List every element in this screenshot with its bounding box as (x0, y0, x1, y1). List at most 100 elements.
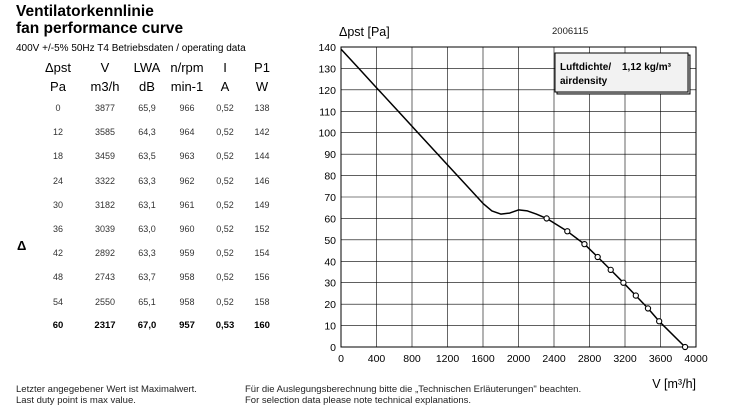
table-cell: 152 (254, 224, 270, 235)
unit-speed: min-1 (170, 78, 204, 94)
table-cell: 3585 (94, 127, 116, 138)
table-cell: 146 (254, 175, 270, 186)
table-cell: 30 (52, 199, 63, 210)
table-cell: 36 (52, 224, 63, 235)
table-row: 18 3459 63,5 963 0,52 144 (34, 144, 282, 168)
y-tick-label: 10 (324, 321, 336, 333)
y-axis-label: Δpst [Pa] (339, 25, 390, 39)
y-tick-label: 70 (324, 192, 336, 204)
table-cell: 963 (179, 151, 195, 162)
table-cell: 48 (52, 272, 63, 283)
table-cell: 960 (179, 224, 195, 235)
unit-pressure: Pa (50, 78, 66, 94)
y-tick-label: 120 (318, 85, 336, 97)
footer-right-line2: For selection data please note technical… (245, 395, 472, 406)
unit-sound-power: dB (139, 78, 155, 94)
table-row: 12 3585 64,3 964 0,52 142 (34, 120, 282, 144)
footer-left-line2: Last duty point is max value. (16, 395, 136, 406)
table-cell: 158 (254, 296, 270, 307)
x-tick-label: 3200 (613, 353, 637, 365)
table-cell: 964 (179, 127, 195, 138)
table-row: 24 3322 63,3 962 0,52 146 (34, 169, 282, 193)
y-tick-label: 0 (330, 342, 336, 354)
footer-left-line1: Letzter angegebener Wert ist Maximalwert… (16, 384, 197, 395)
y-tick-label: 140 (318, 42, 336, 54)
table-cell: 144 (254, 151, 270, 162)
operating-point (656, 318, 663, 325)
table-cell: 154 (254, 248, 270, 259)
table-cell: 0,52 (216, 127, 234, 138)
x-tick-label: 1200 (436, 353, 460, 365)
table-cell: 0,52 (216, 296, 234, 307)
legend-density-label: Luftdichte/ (560, 62, 611, 73)
table-row: 54 2550 65,1 958 0,52 158 (34, 290, 282, 314)
operating-point (543, 215, 550, 222)
table-cell: 962 (179, 175, 195, 186)
header-sound-power: LWA (133, 59, 161, 75)
footer-note-right: Für die Auslegungsberechnung bitte die „… (245, 384, 581, 406)
title-german: Ventilatorkennlinie (16, 3, 154, 20)
unit-current: A (220, 78, 230, 94)
table-cell: 142 (254, 127, 270, 138)
table-cell: 67,0 (137, 320, 157, 332)
table-cell: 959 (179, 248, 195, 259)
table-cell: 2317 (94, 320, 116, 332)
operating-point (581, 240, 588, 248)
chart-code: 2006115 (552, 26, 588, 37)
table-row: 36 3039 63,0 960 0,52 152 (34, 217, 282, 241)
unit-power: W (255, 78, 269, 94)
table-cell: 63,3 (138, 175, 156, 186)
table-cell: 65,9 (138, 103, 156, 114)
table-units-row: Pa m3/h dB min-1 A W (34, 76, 282, 96)
table-cell: 12 (52, 127, 63, 138)
table-cell: 0,52 (216, 151, 234, 162)
table-cell: 0,52 (216, 103, 234, 114)
x-tick-label: 2000 (507, 353, 531, 365)
legend-airdensity-label: airdensity (560, 76, 608, 87)
operating-point (644, 305, 652, 312)
table-cell: 63,7 (138, 272, 156, 283)
table-cell: 0,53 (215, 320, 235, 332)
table-cell: 54 (52, 296, 63, 307)
table-cell: 63,1 (138, 199, 156, 210)
y-tick-label: 30 (324, 278, 336, 290)
unit-volume: m3/h (90, 78, 120, 94)
title-english: fan performance curve (16, 20, 184, 37)
table-cell: 60 (52, 320, 64, 332)
x-tick-label: 2800 (578, 353, 602, 365)
x-tick-label: 800 (403, 353, 421, 365)
header-power: P1 (254, 59, 270, 75)
operating-data-table: Δpst V LWA n/rpm I P1 Pa m3/h dB min-1 A… (34, 58, 282, 338)
table-cell: 958 (179, 272, 195, 283)
table-cell: 156 (254, 272, 270, 283)
operating-point (681, 343, 689, 351)
table-row: 42 2892 63,3 959 0,52 154 (34, 241, 282, 265)
table-row: 30 3182 63,1 961 0,52 149 (34, 193, 282, 217)
operating-point (620, 279, 627, 286)
table-header-row: Δpst V LWA n/rpm I P1 (34, 58, 282, 76)
y-tick-label: 130 (318, 63, 336, 75)
table-cell: 958 (179, 296, 195, 307)
header-volume: V (100, 59, 110, 75)
plot-frame (340, 46, 697, 348)
table-row: 60 2317 67,0 957 0,53 160 (34, 314, 282, 338)
delta-marker: Δ (17, 238, 27, 253)
legend-box (554, 52, 689, 93)
y-tick-label: 110 (319, 106, 336, 118)
header-pressure: Δpst (44, 59, 72, 75)
table-cell: 0,52 (216, 272, 234, 283)
table-cell: 65,1 (138, 296, 156, 307)
header-current: I (223, 59, 227, 75)
legend-density-value: 1,12 kg/m³ (622, 62, 672, 73)
table-cell: 0 (55, 103, 61, 114)
header-speed: n/rpm (170, 59, 204, 75)
table-cell: 138 (254, 103, 270, 114)
subtitle: 400V +/-5% 50Hz T4 Betriebsdaten / opera… (16, 43, 246, 54)
table-cell: 149 (254, 199, 270, 210)
table-cell: 2892 (94, 248, 116, 259)
table-cell: 2743 (94, 272, 116, 283)
x-tick-label: 3600 (649, 353, 673, 365)
operating-point (632, 292, 639, 299)
footer-right-line1: Für die Auslegungsberechnung bitte die „… (245, 384, 582, 395)
